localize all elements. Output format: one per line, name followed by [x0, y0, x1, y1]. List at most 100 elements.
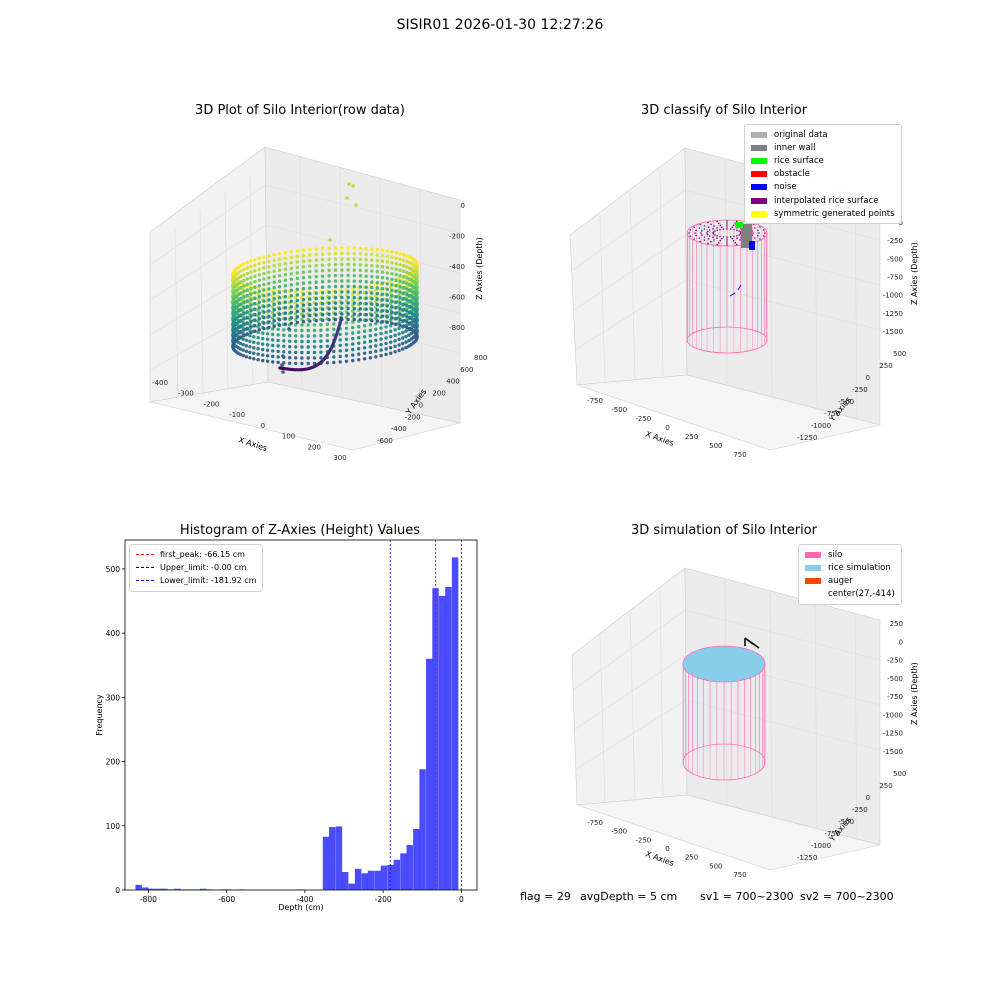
data-point: [385, 271, 389, 275]
data-point: [333, 262, 338, 267]
interpolated-point: [736, 220, 738, 223]
histogram-bar: [445, 586, 452, 890]
data-point: [245, 282, 249, 287]
data-point: [245, 288, 249, 292]
data-point: [314, 313, 318, 317]
data-point: [314, 274, 318, 279]
data-point: [390, 321, 394, 325]
data-point: [346, 312, 350, 316]
histogram-bar: [206, 889, 214, 890]
data-point: [352, 306, 356, 311]
histogram-bar: [335, 826, 343, 890]
data-point: [306, 328, 310, 333]
data-point: [245, 299, 249, 303]
data-point: [314, 285, 318, 290]
data-point: [320, 307, 325, 311]
data-point: [394, 306, 398, 310]
data-point: [271, 305, 275, 309]
interpolated-point: [712, 228, 714, 230]
data-point: [401, 302, 406, 306]
legend-label: symmetric generated points: [774, 208, 895, 219]
histogram-bar: [393, 859, 401, 890]
data-point: [346, 301, 350, 305]
data-point: [375, 291, 379, 296]
raw-data-scatter: [231, 182, 419, 374]
interpolated-point: [757, 234, 759, 237]
data-point: [385, 265, 389, 270]
data-point: [398, 263, 402, 267]
data-point: [319, 345, 323, 349]
z-tick-label: -1250: [883, 310, 903, 318]
data-point: [358, 301, 362, 305]
data-point: [312, 356, 317, 360]
data-point: [294, 323, 298, 327]
panel4-zlabel: Z Axies (Depth): [910, 662, 919, 725]
data-point: [358, 274, 362, 278]
data-point: [294, 350, 298, 355]
data-point: [283, 262, 288, 266]
interpolated-point: [753, 223, 755, 226]
legend-swatch: [805, 577, 821, 584]
data-point: [401, 286, 406, 290]
data-point: [319, 323, 323, 327]
data-point: [362, 335, 367, 339]
data-point: [380, 320, 385, 324]
panel2-zlabel: Z Axies (Depth): [910, 242, 919, 305]
histogram-bar: [387, 864, 394, 890]
histogram-bar: [142, 887, 149, 890]
data-point: [295, 309, 299, 314]
x-tick-label: -250: [635, 415, 651, 423]
data-point: [405, 320, 409, 324]
data-point: [256, 341, 260, 345]
interpolated-point: [710, 223, 712, 226]
data-point: [374, 311, 378, 315]
data-point: [340, 290, 344, 294]
data-point: [301, 303, 306, 307]
data-point: [375, 302, 379, 307]
data-point: [308, 319, 312, 323]
data-point: [272, 319, 276, 323]
data-point: [239, 324, 243, 328]
interpolated-point: [762, 229, 765, 231]
legend-line: [136, 554, 154, 556]
data-point: [364, 291, 368, 295]
data-point: [239, 318, 243, 323]
data-point: [374, 300, 378, 304]
interpolated-point: [739, 233, 742, 235]
data-point: [282, 333, 286, 337]
z-tick-label: -1250: [883, 730, 903, 738]
data-point: [390, 255, 394, 259]
data-point: [380, 265, 385, 269]
data-point: [282, 339, 286, 343]
histogram-bar: [238, 889, 246, 890]
z-tick-label: -500: [887, 255, 903, 263]
data-point: [295, 271, 299, 275]
data-point: [384, 336, 388, 340]
data-point: [300, 328, 304, 333]
data-point: [351, 331, 355, 335]
panel1-xlabel: X Axies: [237, 435, 268, 453]
data-point: [389, 346, 393, 350]
interpolated-point: [716, 237, 718, 239]
data-point: [314, 302, 318, 306]
data-point: [401, 280, 406, 284]
data-point: [300, 361, 304, 366]
data-point: [282, 350, 286, 354]
data-point: [308, 313, 312, 318]
data-point: [288, 339, 292, 343]
data-point: [249, 319, 253, 324]
data-point: [242, 289, 246, 294]
data-point: [364, 258, 368, 262]
data-point: [333, 290, 338, 294]
data-point: [271, 316, 275, 320]
data-point: [379, 331, 383, 336]
data-point: [398, 285, 402, 289]
interpolated-point: [726, 226, 728, 228]
data-point: [401, 330, 405, 335]
data-point: [295, 282, 299, 286]
data-point: [401, 269, 406, 273]
data-point: [276, 349, 280, 354]
data-point: [394, 311, 398, 315]
data-point: [351, 298, 355, 302]
status-sv1: sv1 = 700~2300: [700, 890, 794, 903]
